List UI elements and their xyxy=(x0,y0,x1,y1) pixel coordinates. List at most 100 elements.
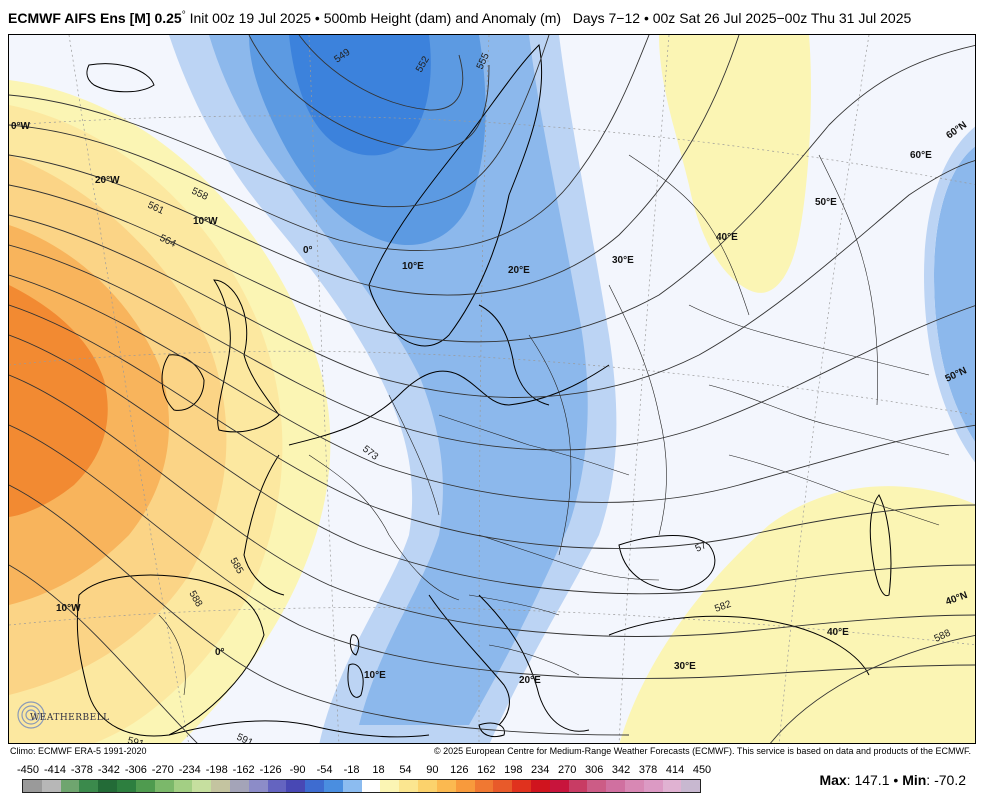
colorbar-swatch xyxy=(117,780,136,792)
colorbar-swatch xyxy=(606,780,625,792)
colorbar-tick-label: 54 xyxy=(399,764,412,776)
colorbar-tick-label: -450 xyxy=(16,764,40,776)
colorbar-swatch xyxy=(512,780,531,792)
colorbar-swatch xyxy=(662,780,682,792)
lon-label-30e-north: 30°E xyxy=(612,255,634,266)
colorbar-tick-label: 450 xyxy=(692,764,712,776)
colorbar-tick-label: -18 xyxy=(343,764,360,776)
colorbar-swatch xyxy=(399,780,419,792)
lon-label-10w-south: 10°W xyxy=(56,603,81,614)
anomaly-trough-core xyxy=(289,35,431,156)
model-name: ECMWF AIFS Ens [M] 0.25 xyxy=(8,10,182,26)
colorbar-tick-labels: -450 -414 -378 -342 -306 -270 -234 -198 -162 -126… xyxy=(10,764,712,778)
colorbar-tick-label: -306 xyxy=(124,764,147,776)
contour-label-591: 591 xyxy=(126,735,145,744)
lon-label-0-south: 0° xyxy=(215,647,225,658)
coast-sardinia xyxy=(347,663,364,698)
map-panel[interactable]: 549 552 555 558 561 564 573 585 588 582 … xyxy=(8,34,976,744)
anomaly-ridge-north xyxy=(659,35,811,293)
colorbar-swatch xyxy=(625,780,644,792)
anomaly-trough-east xyxy=(934,146,975,442)
colorbar-swatch xyxy=(361,780,381,792)
colorbar-tick-label: -234 xyxy=(178,764,201,776)
title-bullet: • xyxy=(314,10,320,26)
colorbar-tick-label: 90 xyxy=(426,764,439,776)
colorbar-swatch xyxy=(286,780,306,792)
colorbar-tick-label: -162 xyxy=(232,764,255,776)
colorbar-swatch xyxy=(342,780,362,792)
degree-symbol: ° xyxy=(181,10,186,21)
anomaly-ridge-atlantic-max xyxy=(9,285,108,517)
colorbar-swatch xyxy=(474,780,494,792)
colorbar-tick-label: -270 xyxy=(151,764,174,776)
colorbar-swatch xyxy=(79,780,99,792)
coast-ireland xyxy=(161,354,205,411)
colorbar-swatch xyxy=(60,780,80,792)
colorbar-swatch xyxy=(380,780,400,792)
colorbar-swatch xyxy=(192,780,212,792)
coast-balkans xyxy=(478,594,590,732)
lon-label-20w: 20°W xyxy=(95,175,120,186)
colorbar-tick-label: -414 xyxy=(43,764,66,776)
stats-readout: Max: 147.1 • Min: -70.2 xyxy=(819,772,966,788)
colorbar-tick-label: -90 xyxy=(289,764,306,776)
colorbar-swatch xyxy=(23,780,42,792)
coast-italy xyxy=(428,594,510,726)
graticule xyxy=(9,35,975,743)
coast-caspian xyxy=(869,494,892,597)
min-label: Min xyxy=(902,772,927,788)
colorbar-swatch xyxy=(267,780,287,792)
coast-blacksea xyxy=(618,535,716,591)
lon-label-10w: 10°W xyxy=(193,216,218,227)
max-label: Max xyxy=(819,772,847,788)
lon-label-0: 0° xyxy=(303,245,313,256)
weatherbell-logo xyxy=(17,701,45,729)
colorbar-swatch xyxy=(436,780,456,792)
coast-iceland xyxy=(86,63,155,93)
climo-credit: Climo: ECMWF ERA-5 1991-2020 xyxy=(10,746,147,756)
max-value: 147.1 xyxy=(854,772,890,788)
colorbar-tick-label: 414 xyxy=(665,764,685,776)
coast-africa xyxy=(168,720,430,738)
lon-label-20e-north: 20°E xyxy=(508,265,530,276)
anomaly-trough-mid xyxy=(209,35,588,725)
colorbar-tick-label: -126 xyxy=(259,764,282,776)
colorbar-tick-label: -378 xyxy=(70,764,93,776)
colorbar-tick-label: 270 xyxy=(558,764,577,776)
colorbar-swatch xyxy=(530,780,550,792)
colorbar-tick-label: 342 xyxy=(611,764,631,776)
colorbar-tick-label: 306 xyxy=(584,764,604,776)
colorbar-tick-label: -54 xyxy=(316,764,333,776)
contour-label-591-b: 591 xyxy=(235,732,255,744)
lon-label-40e-south: 40°E xyxy=(827,627,849,638)
contour-labels: 549 552 555 558 561 564 573 585 588 582 … xyxy=(126,47,953,744)
colorbar-tick-label: 198 xyxy=(504,764,523,776)
colorbar-swatch xyxy=(324,780,343,792)
colorbar-swatch xyxy=(173,780,193,792)
colorbar-tick-label: -342 xyxy=(97,764,120,776)
min-value: -70.2 xyxy=(934,772,966,788)
colorbar xyxy=(22,779,701,793)
contour-label-57: 57 xyxy=(694,540,709,555)
coast-scandinavia xyxy=(368,43,543,347)
colorbar-swatch xyxy=(493,780,513,792)
lon-label-20e-south: 20°E xyxy=(519,675,541,686)
colorbar-swatch xyxy=(154,780,174,792)
init-time: Init 00z 19 Jul 2025 xyxy=(189,10,312,26)
colorbar-tick-label: 126 xyxy=(450,764,469,776)
colorbar-swatch xyxy=(41,780,61,792)
anomaly-trough-east-light xyxy=(924,126,975,463)
weatherbell-logo-text: WEATHERBELL xyxy=(30,713,110,723)
product-name: 500mb Height (dam) and Anomaly (m) xyxy=(323,10,562,26)
colorbar-swatch xyxy=(135,780,155,792)
colorbar-swatch xyxy=(98,780,118,792)
colorbar-swatch xyxy=(568,780,588,792)
lon-label-40e-north: 40°E xyxy=(716,232,738,243)
lon-label-50e: 50°E xyxy=(815,197,837,208)
colorbar-swatch xyxy=(549,780,569,792)
title-bullet-2: • xyxy=(643,10,649,26)
colorbar-tick-label: 18 xyxy=(372,764,385,776)
colorbar-swatch xyxy=(211,780,230,792)
colorbar-swatch xyxy=(643,780,663,792)
valid-period: 00z Sat 26 Jul 2025−00z Thu 31 Jul 2025 xyxy=(652,10,912,26)
